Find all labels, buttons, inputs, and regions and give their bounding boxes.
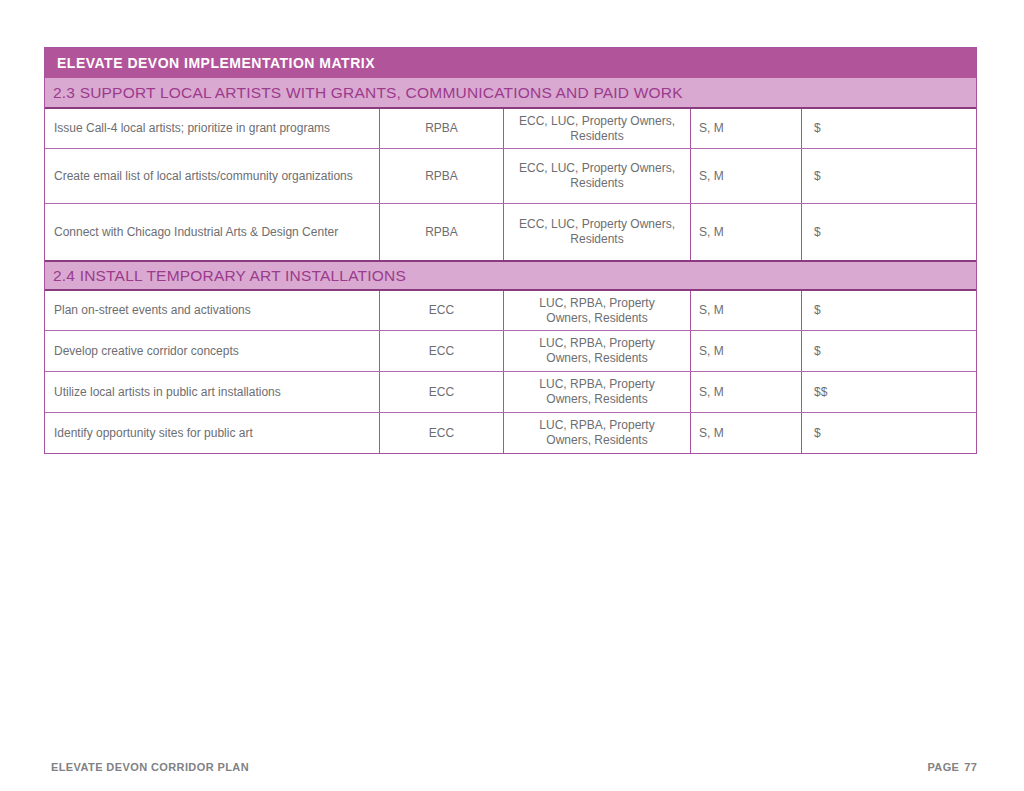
- task-cell: Develop creative corridor concepts: [45, 331, 380, 371]
- cost-cell: $: [802, 109, 976, 148]
- partners-cell-text: LUC, RPBA, Property Owners, Residents: [516, 296, 678, 326]
- timeframe-cell: S, M: [691, 413, 802, 453]
- cost-cell-text: $: [814, 225, 821, 240]
- section-body: Issue Call-4 local artists; prioritize i…: [45, 109, 976, 260]
- task-cell-text: Utilize local artists in public art inst…: [54, 385, 281, 400]
- lead-cell-text: RPBA: [425, 225, 458, 240]
- task-cell-text: Identify opportunity sites for public ar…: [54, 426, 253, 441]
- cost-cell-text: $: [814, 303, 821, 318]
- section-2-4: 2.4 INSTALL TEMPORARY ART INSTALLATIONSP…: [45, 260, 976, 453]
- lead-cell: RPBA: [380, 109, 504, 148]
- table-row: Connect with Chicago Industrial Arts & D…: [45, 204, 976, 260]
- task-cell-text: Connect with Chicago Industrial Arts & D…: [54, 225, 338, 240]
- partners-cell-text: ECC, LUC, Property Owners, Residents: [516, 217, 678, 247]
- table-row: Develop creative corridor concepts ECC LUC…: [45, 331, 976, 372]
- footer-page-indicator: PAGE 77: [927, 761, 977, 773]
- lead-cell: ECC: [380, 413, 504, 453]
- partners-cell-text: LUC, RPBA, Property Owners, Residents: [516, 377, 678, 407]
- timeframe-cell-text: S, M: [699, 385, 724, 400]
- timeframe-cell-text: S, M: [699, 169, 724, 184]
- cost-cell: $: [802, 331, 976, 371]
- table-row: Issue Call-4 local artists; prioritize i…: [45, 109, 976, 149]
- section-2-3: 2.3 SUPPORT LOCAL ARTISTS WITH GRANTS, C…: [45, 78, 976, 260]
- lead-cell-text: ECC: [429, 303, 454, 318]
- lead-cell: ECC: [380, 291, 504, 330]
- task-cell-text: Create email list of local artists/commu…: [54, 169, 353, 184]
- implementation-matrix-table: ELEVATE DEVON IMPLEMENTATION MATRIX 2.3 …: [44, 47, 977, 454]
- partners-cell: ECC, LUC, Property Owners, Residents: [504, 109, 691, 148]
- cost-cell: $: [802, 149, 976, 203]
- timeframe-cell-text: S, M: [699, 426, 724, 441]
- cost-cell-text: $$: [814, 385, 827, 400]
- table-row: Identify opportunity sites for public ar…: [45, 413, 976, 453]
- table-sections: 2.3 SUPPORT LOCAL ARTISTS WITH GRANTS, C…: [45, 78, 976, 453]
- partners-cell-text: ECC, LUC, Property Owners, Residents: [516, 161, 678, 191]
- cost-cell-text: $: [814, 169, 821, 184]
- partners-cell-text: ECC, LUC, Property Owners, Residents: [516, 114, 678, 144]
- lead-cell-text: ECC: [429, 344, 454, 359]
- cost-cell: $$: [802, 372, 976, 412]
- lead-cell-text: RPBA: [425, 121, 458, 136]
- page-footer: ELEVATE DEVON CORRIDOR PLAN PAGE 77: [51, 761, 977, 773]
- task-cell-text: Issue Call-4 local artists; prioritize i…: [54, 121, 330, 136]
- lead-cell-text: ECC: [429, 385, 454, 400]
- timeframe-cell: S, M: [691, 149, 802, 203]
- task-cell: Create email list of local artists/commu…: [45, 149, 380, 203]
- footer-page-number: 77: [964, 761, 977, 773]
- table-row: Plan on-street events and activations ECC…: [45, 291, 976, 331]
- timeframe-cell: S, M: [691, 109, 802, 148]
- footer-page-label: PAGE: [927, 761, 959, 773]
- footer-document-title: ELEVATE DEVON CORRIDOR PLAN: [51, 761, 249, 773]
- task-cell-text: Plan on-street events and activations: [54, 303, 251, 318]
- table-row: Create email list of local artists/commu…: [45, 149, 976, 204]
- partners-cell: LUC, RPBA, Property Owners, Residents: [504, 413, 691, 453]
- partners-cell: ECC, LUC, Property Owners, Residents: [504, 204, 691, 260]
- lead-cell: RPBA: [380, 204, 504, 260]
- table-row: Utilize local artists in public art inst…: [45, 372, 976, 413]
- timeframe-cell-text: S, M: [699, 121, 724, 136]
- cost-cell: $: [802, 204, 976, 260]
- table-title-bar: ELEVATE DEVON IMPLEMENTATION MATRIX: [45, 48, 976, 78]
- cost-cell-text: $: [814, 121, 821, 136]
- partners-cell: ECC, LUC, Property Owners, Residents: [504, 149, 691, 203]
- task-cell: Issue Call-4 local artists; prioritize i…: [45, 109, 380, 148]
- timeframe-cell: S, M: [691, 331, 802, 371]
- partners-cell: LUC, RPBA, Property Owners, Residents: [504, 291, 691, 330]
- task-cell-text: Develop creative corridor concepts: [54, 344, 239, 359]
- lead-cell: ECC: [380, 372, 504, 412]
- lead-cell: ECC: [380, 331, 504, 371]
- partners-cell-text: LUC, RPBA, Property Owners, Residents: [516, 418, 678, 448]
- partners-cell: LUC, RPBA, Property Owners, Residents: [504, 372, 691, 412]
- table-title: ELEVATE DEVON IMPLEMENTATION MATRIX: [57, 55, 375, 71]
- timeframe-cell-text: S, M: [699, 225, 724, 240]
- lead-cell: RPBA: [380, 149, 504, 203]
- lead-cell-text: ECC: [429, 426, 454, 441]
- task-cell: Plan on-street events and activations: [45, 291, 380, 330]
- section-body: Plan on-street events and activations ECC…: [45, 291, 976, 453]
- section-heading-2-4: 2.4 INSTALL TEMPORARY ART INSTALLATIONS: [45, 260, 976, 291]
- task-cell: Utilize local artists in public art inst…: [45, 372, 380, 412]
- cost-cell: $: [802, 413, 976, 453]
- cost-cell-text: $: [814, 426, 821, 441]
- task-cell: Connect with Chicago Industrial Arts & D…: [45, 204, 380, 260]
- lead-cell-text: RPBA: [425, 169, 458, 184]
- partners-cell-text: LUC, RPBA, Property Owners, Residents: [516, 336, 678, 366]
- task-cell: Identify opportunity sites for public ar…: [45, 413, 380, 453]
- timeframe-cell: S, M: [691, 372, 802, 412]
- cost-cell-text: $: [814, 344, 821, 359]
- timeframe-cell-text: S, M: [699, 344, 724, 359]
- timeframe-cell-text: S, M: [699, 303, 724, 318]
- section-heading-2-3: 2.3 SUPPORT LOCAL ARTISTS WITH GRANTS, C…: [45, 78, 976, 109]
- partners-cell: LUC, RPBA, Property Owners, Residents: [504, 331, 691, 371]
- timeframe-cell: S, M: [691, 204, 802, 260]
- cost-cell: $: [802, 291, 976, 330]
- timeframe-cell: S, M: [691, 291, 802, 330]
